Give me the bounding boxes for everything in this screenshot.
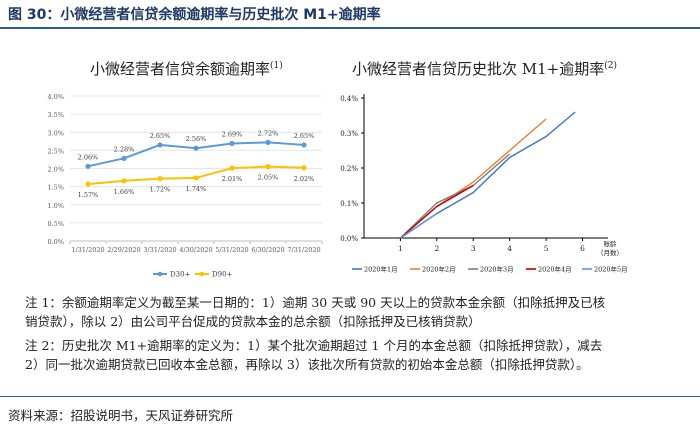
left-y-tick-label: 0.5% bbox=[47, 220, 64, 228]
left-x-tick-label: 5/31/2020 bbox=[215, 246, 248, 254]
note-1-line-2: 销贷款），除以 2）由公司平台促成的贷款本金的总余额（扣除抵押及已核销贷款） bbox=[25, 314, 481, 329]
right-legend-label: 2020年3月 bbox=[480, 265, 514, 274]
right-x-tick-label: 1 bbox=[398, 244, 403, 253]
right-series-line-1 bbox=[400, 111, 576, 239]
left-legend-label: D90+ bbox=[212, 271, 233, 279]
left-data-label: 1.74% bbox=[186, 185, 207, 193]
left-chart-title: 小微经营者信贷余额逾期率(1) bbox=[90, 58, 283, 79]
left-data-label: 2.28% bbox=[114, 145, 135, 153]
left-x-tick-label: 7/31/2020 bbox=[287, 246, 320, 254]
left-data-label: 2.65% bbox=[294, 132, 315, 140]
right-x-tick-label: 4 bbox=[507, 244, 512, 253]
right-y-tick-label: 0.3% bbox=[340, 130, 358, 138]
right-x-tick-label: 6 bbox=[580, 244, 585, 253]
right-chart-title: 小微经营者信贷历史批次 M1+逾期率(2) bbox=[352, 58, 617, 79]
left-data-point bbox=[265, 164, 271, 170]
note-1-line-1: 注 1：余额逾期率定义为截至某一日期的：1）逾期 30 天或 90 天以上的贷款… bbox=[25, 295, 606, 310]
right-series-line-2 bbox=[399, 118, 547, 239]
left-data-point bbox=[301, 165, 307, 171]
right-y-tick-label: 0.4% bbox=[340, 95, 358, 103]
source-divider bbox=[0, 396, 700, 397]
left-chart-title-text: 小微经营者信贷余额逾期率 bbox=[90, 60, 271, 78]
right-legend-label: 2020年4月 bbox=[538, 265, 572, 274]
figure-panel bbox=[0, 30, 700, 390]
source-note: 资料来源：招股说明书，天风证券研究所 bbox=[8, 408, 234, 423]
right-series-line-5 bbox=[400, 212, 438, 239]
left-data-label: 1.72% bbox=[150, 186, 171, 194]
left-data-point bbox=[85, 181, 91, 187]
left-data-label: 2.56% bbox=[186, 135, 207, 143]
left-legend-marker bbox=[199, 271, 205, 277]
left-data-point bbox=[121, 155, 127, 161]
left-data-label: 1.66% bbox=[114, 188, 135, 196]
left-y-tick-label: 3.0% bbox=[47, 129, 64, 137]
left-data-point bbox=[85, 163, 91, 169]
right-y-tick-label: 0.1% bbox=[340, 200, 358, 208]
right-series-line-4 bbox=[399, 184, 474, 239]
left-data-label: 2.69% bbox=[222, 130, 243, 138]
right-x-tick-label: 5 bbox=[544, 244, 549, 253]
left-x-tick-label: 6/30/2020 bbox=[251, 246, 284, 254]
left-data-point bbox=[121, 178, 127, 184]
left-data-point bbox=[265, 139, 271, 145]
left-y-tick-label: 1.0% bbox=[47, 202, 64, 210]
left-x-tick-label: 4/30/2020 bbox=[179, 246, 212, 254]
right-x-axis-label-unit: （月数） bbox=[597, 248, 623, 257]
left-data-label: 2.05% bbox=[258, 174, 279, 182]
left-x-tick-label: 1/31/2020 bbox=[71, 246, 104, 254]
left-data-point bbox=[157, 176, 163, 182]
right-chart-title-superscript: (2) bbox=[604, 61, 617, 71]
left-data-label: 2.02% bbox=[294, 175, 315, 183]
left-legend-marker bbox=[157, 271, 163, 277]
left-chart-title-superscript: (1) bbox=[270, 61, 283, 71]
left-data-point bbox=[301, 142, 307, 148]
left-data-point bbox=[193, 175, 199, 181]
left-data-label: 1.57% bbox=[78, 191, 99, 199]
note-2-line-1: 注 2：历史批次 M1+逾期率的定义为：1）某个批次逾期超过 1 个月的本金总额… bbox=[25, 338, 603, 353]
right-x-tick-label: 3 bbox=[471, 244, 476, 253]
right-legend-label: 2020年1月 bbox=[364, 265, 398, 274]
right-x-tick-label: 2 bbox=[434, 244, 439, 253]
left-y-tick-label: 0.0% bbox=[47, 238, 64, 246]
right-legend-label: 2020年2月 bbox=[422, 265, 456, 274]
left-data-label: 2.72% bbox=[258, 129, 279, 137]
left-data-label: 2.06% bbox=[78, 153, 99, 161]
left-data-point bbox=[229, 140, 235, 147]
right-x-axis-label: 账龄 bbox=[604, 239, 618, 248]
right-y-tick-label: 0.2% bbox=[340, 165, 358, 173]
left-data-point bbox=[229, 165, 235, 171]
left-x-tick-label: 3/31/2020 bbox=[143, 246, 176, 254]
left-data-point bbox=[193, 145, 199, 151]
left-x-tick-label: 2/29/2020 bbox=[107, 246, 140, 254]
note-2-line-2: 2）同一批次逾期贷款已回收本金总额，再除以 3）该批次所有贷款的初始本金总额（扣… bbox=[25, 357, 589, 372]
right-chart-title-text: 小微经营者信贷历史批次 M1+逾期率 bbox=[352, 60, 605, 78]
left-y-tick-label: 4.0% bbox=[47, 93, 64, 101]
right-y-tick-label: 0.0% bbox=[340, 235, 358, 243]
right-legend-label: 2020年5月 bbox=[594, 265, 628, 274]
left-y-tick-label: 2.5% bbox=[47, 147, 64, 155]
title-divider bbox=[0, 27, 700, 29]
figure-title: 图 30：小微经营者信贷余额逾期率与历史批次 M1+逾期率 bbox=[8, 7, 381, 23]
right-series-line-3 bbox=[399, 153, 511, 239]
left-y-tick-label: 3.5% bbox=[47, 111, 64, 119]
left-data-label: 2.65% bbox=[150, 132, 171, 140]
left-y-tick-label: 1.5% bbox=[47, 184, 64, 192]
left-legend-label: D30+ bbox=[170, 271, 191, 279]
left-data-point bbox=[157, 142, 163, 148]
left-data-label: 2.01% bbox=[222, 175, 243, 183]
left-y-tick-label: 2.0% bbox=[47, 166, 64, 174]
